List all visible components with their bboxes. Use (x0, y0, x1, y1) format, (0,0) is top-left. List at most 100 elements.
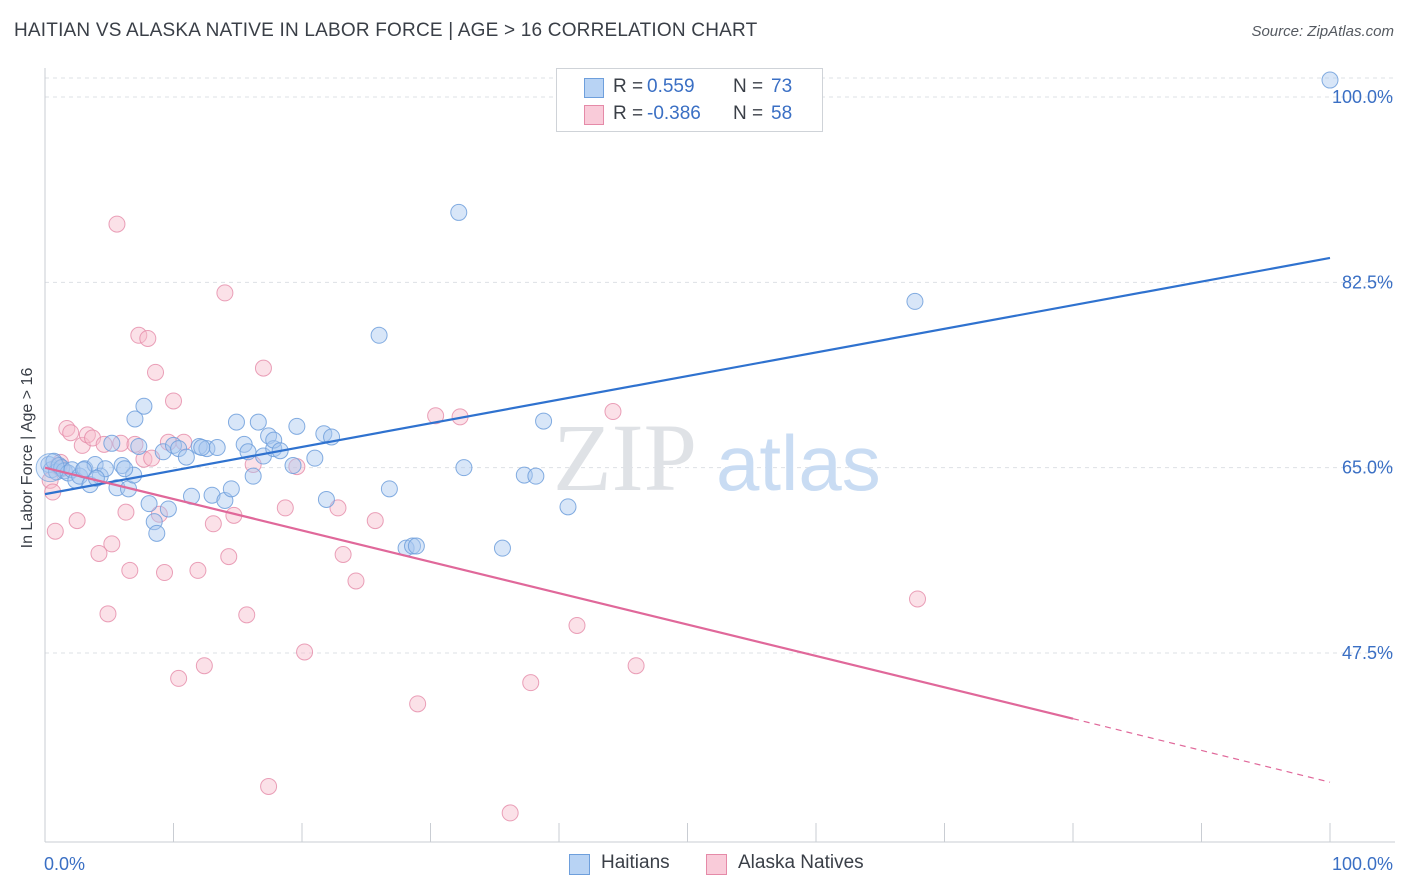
haitians-point (177, 448, 195, 466)
alaska-point (112, 434, 130, 452)
alaska-natives-points (41, 215, 927, 822)
y-tick-label: 65.0% (1342, 458, 1393, 478)
alaska-point (427, 407, 445, 425)
y-tick-label: 100.0% (1332, 87, 1393, 107)
haitians-point (906, 292, 924, 310)
alaska-point (139, 329, 157, 347)
legend-n-value: 58 (771, 103, 793, 124)
alaska-point (409, 695, 427, 713)
x-tick-label: 0.0% (44, 854, 85, 874)
alaska-point (68, 512, 86, 530)
haitians-point (404, 537, 422, 555)
alaska-point (366, 512, 384, 530)
haitians-point (203, 486, 221, 504)
alaska-point (522, 674, 540, 692)
alaska-point (117, 503, 135, 521)
alaska-point (159, 433, 177, 451)
alaska-point (501, 804, 519, 822)
alaska-point (147, 363, 165, 381)
alaska-trend-extension (1072, 718, 1331, 783)
watermark-zip: ZIP (553, 404, 697, 511)
x-tick-label: 100.0% (1332, 854, 1393, 874)
alaska-point (260, 777, 278, 795)
haitians-point (455, 459, 473, 477)
alaska-point (604, 403, 622, 421)
haitians-point (370, 326, 388, 344)
bottom-legend-swatch-alaska (706, 854, 727, 875)
alaska-point (46, 522, 64, 540)
alaska-point (165, 392, 182, 410)
alaska-point (276, 499, 294, 517)
y-tick-label: 82.5% (1342, 272, 1393, 292)
stats-legend: R = 0.559 N = 73 R = -0.386 N = 58 (556, 68, 823, 132)
alaska-point (62, 424, 80, 442)
alaska-point (296, 643, 314, 661)
haitians-point (148, 524, 166, 542)
haitians-point (208, 439, 226, 457)
haitians-point (193, 439, 211, 457)
alaska-point (99, 605, 117, 623)
legend-swatch-haitians (584, 78, 604, 98)
alaska-point (329, 499, 347, 517)
watermark-atlas: atlas (716, 419, 881, 507)
haitians-point (159, 500, 177, 518)
alaska-point (108, 215, 126, 233)
y-axis-label: In Labor Force | Age > 16 (19, 367, 36, 549)
haitians-point (222, 480, 240, 498)
haitians-point (559, 498, 577, 516)
haitians-point (140, 495, 158, 513)
haitians-point (306, 449, 324, 467)
alaska-point (204, 515, 222, 533)
legend-n-label: N = (733, 76, 764, 97)
bottom-legend-label-alaska: Alaska Natives (738, 852, 864, 873)
alaska-point (170, 669, 188, 687)
y-tick-label: 47.5% (1342, 643, 1393, 663)
legend-r-label: R = (613, 103, 644, 124)
haitians-point (407, 537, 425, 555)
alaska-point (78, 426, 96, 444)
alaska-point (347, 572, 365, 590)
haitians-point (116, 460, 134, 478)
chart-source: Source: ZipAtlas.com (1251, 23, 1394, 40)
alaska-point (103, 535, 121, 553)
haitians-point (1321, 71, 1339, 89)
haitians-point (380, 480, 398, 498)
alaska-point (130, 326, 148, 344)
haitians-point (130, 437, 148, 455)
legend-r-value: 0.559 (647, 76, 695, 97)
haitians-point (165, 436, 182, 454)
haitians-point (249, 413, 267, 431)
haitians-point (227, 413, 245, 431)
haitians-trend-line (44, 256, 1331, 496)
legend-r-value: -0.386 (647, 103, 701, 124)
legend-row-haitians: R = 0.559 N = 73 (557, 74, 822, 100)
alaska-point (627, 657, 645, 675)
legend-n-value: 73 (771, 76, 793, 97)
haitians-point (493, 539, 511, 557)
haitians-point (96, 460, 114, 478)
bottom-legend-swatch-haitians (569, 854, 590, 875)
haitians-point (535, 412, 553, 430)
alaska-trend-line (44, 466, 1074, 720)
alaska-point (189, 561, 207, 579)
haitians-point (244, 467, 262, 485)
alaska-point (909, 590, 927, 608)
haitians-point (103, 434, 121, 452)
haitians-point (135, 397, 153, 415)
alaska-point (220, 548, 238, 566)
alaska-point (195, 657, 213, 675)
trend-lines (44, 256, 1331, 783)
alaska-point (334, 546, 352, 564)
alaska-point (156, 564, 174, 582)
alaska-point (121, 561, 139, 579)
haitians-point (126, 410, 144, 428)
watermark: ZIP atlas (553, 404, 881, 511)
haitians-point (288, 417, 306, 435)
alaska-point (216, 284, 234, 302)
haitians-point (284, 457, 302, 475)
haitians-point (113, 457, 131, 475)
legend-n-label: N = (733, 103, 764, 124)
tick-labels: 47.5% 65.0% 82.5% 100.0% 0.0% 100.0% (44, 87, 1393, 874)
axes (44, 68, 1395, 843)
bottom-legend-label-haitians: Haitians (601, 852, 670, 873)
